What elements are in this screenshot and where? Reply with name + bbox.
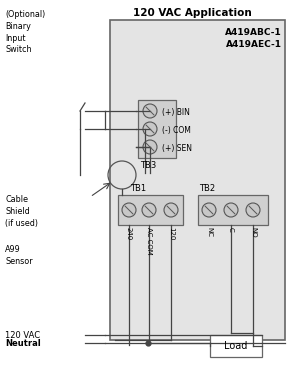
Text: (Optional)
Binary
Input
Switch: (Optional) Binary Input Switch — [5, 10, 45, 54]
Text: Cable
Shield
(if used): Cable Shield (if used) — [5, 195, 38, 228]
Text: A99
Sensor: A99 Sensor — [5, 245, 32, 266]
Circle shape — [143, 104, 157, 118]
Text: (+) SEN: (+) SEN — [162, 144, 192, 152]
Circle shape — [122, 203, 136, 217]
Circle shape — [202, 203, 216, 217]
Text: 120 VAC Application: 120 VAC Application — [133, 8, 251, 18]
Text: A419AEC-1: A419AEC-1 — [226, 40, 282, 49]
Text: Load: Load — [224, 341, 248, 351]
Text: NC: NC — [206, 227, 212, 237]
Bar — [110, 20, 285, 340]
Circle shape — [143, 122, 157, 136]
Text: TB3: TB3 — [140, 161, 156, 170]
Text: Neutral: Neutral — [5, 339, 41, 347]
Bar — [210, 335, 262, 357]
Text: 120: 120 — [168, 227, 174, 241]
Text: 240: 240 — [126, 227, 132, 240]
Text: NO: NO — [250, 227, 256, 238]
Text: (+) BIN: (+) BIN — [162, 108, 190, 117]
Bar — [198, 195, 268, 225]
Circle shape — [142, 203, 156, 217]
Text: A419ABC-1: A419ABC-1 — [225, 28, 282, 37]
Text: AC COM: AC COM — [146, 227, 152, 255]
Text: TB2: TB2 — [199, 184, 215, 193]
Text: 120 VAC: 120 VAC — [5, 331, 40, 339]
Text: TB1: TB1 — [130, 184, 146, 193]
Circle shape — [143, 140, 157, 154]
Bar — [138, 100, 176, 158]
Text: (-) COM: (-) COM — [162, 125, 191, 135]
Text: C: C — [228, 227, 234, 232]
Circle shape — [246, 203, 260, 217]
Bar — [118, 195, 183, 225]
Circle shape — [224, 203, 238, 217]
Circle shape — [164, 203, 178, 217]
